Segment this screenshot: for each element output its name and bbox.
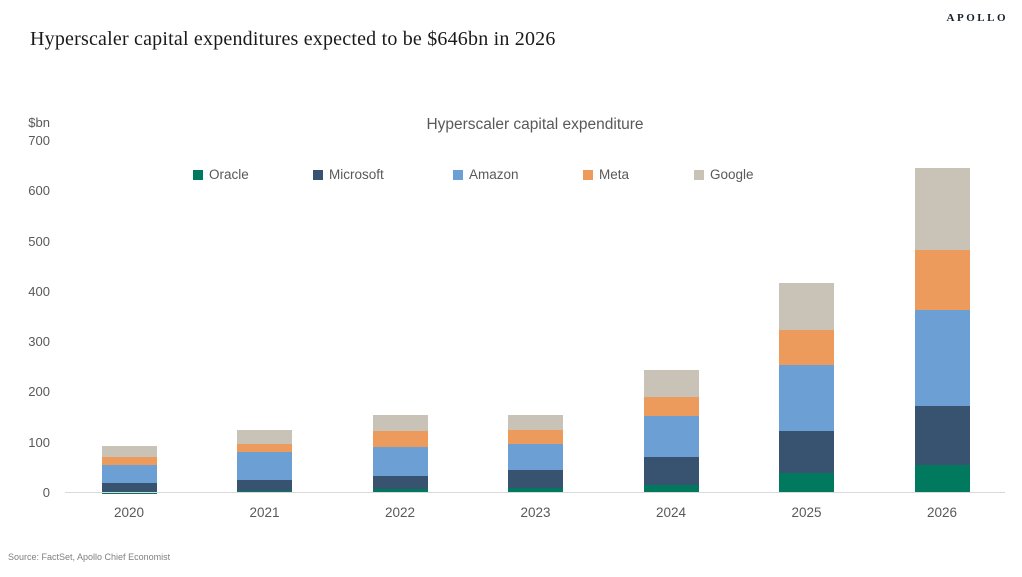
bar-2023 [508, 414, 563, 493]
bar-2026 [914, 168, 970, 493]
bar-segment-2024-microsoft [643, 457, 699, 486]
legend-label: Microsoft [329, 167, 384, 182]
x-axis-label-2026: 2026 [926, 505, 958, 520]
chart-title: Hyperscaler capital expenditure [426, 116, 644, 133]
y-axis-tick-label: 600 [28, 183, 50, 199]
bar-segment-2022-microsoft [372, 475, 428, 489]
y-axis-tick-label: 100 [28, 434, 50, 450]
bar-segment-2026-oracle [914, 464, 970, 493]
legend-swatch-oracle [193, 169, 203, 180]
bar-2022 [372, 415, 428, 493]
bar-segment-2022-meta [372, 431, 428, 448]
y-axis-tick-label: 0 [42, 485, 50, 500]
bar-2021 [237, 429, 292, 493]
legend-swatch-amazon [453, 169, 463, 180]
bar-segment-2025-meta [779, 329, 834, 365]
y-axis-unit-label: $bn [28, 115, 50, 130]
bar-segment-2026-meta [914, 250, 970, 311]
legend-label: Oracle [209, 167, 249, 182]
bar-segment-2025-oracle [779, 472, 834, 493]
x-axis-line [65, 492, 1005, 493]
bar-segment-2024-amazon [643, 416, 699, 458]
legend-label: Meta [599, 167, 630, 182]
source-note: Source: FactSet, Apollo Chief Economist [8, 552, 171, 562]
x-axis-label-2022: 2022 [384, 505, 416, 520]
x-axis-label-2024: 2024 [655, 505, 687, 520]
bar-segment-2020-microsoft [101, 482, 157, 493]
bar-segment-2021-microsoft [237, 479, 292, 491]
bar-2025 [779, 282, 834, 493]
legend-item-amazon: Amazon [453, 167, 519, 182]
y-axis-tick-label: 400 [28, 283, 50, 299]
bar-segment-2023-amazon [508, 444, 563, 471]
bar-segment-2024-meta [643, 397, 699, 417]
x-axis-label-2025: 2025 [791, 505, 822, 520]
bar-segment-2025-google [779, 282, 834, 330]
bar-segment-2026-google [914, 168, 970, 251]
legend-item-oracle: Oracle [193, 167, 249, 182]
bar-segment-2022-amazon [372, 447, 428, 476]
legend-swatch-microsoft [313, 169, 323, 180]
legend-swatch-google [694, 169, 704, 180]
y-axis-tick-label: 200 [28, 384, 50, 400]
y-axis-tick-label: 500 [28, 233, 50, 249]
y-axis-tick-label: 300 [28, 334, 50, 350]
bar-segment-2025-amazon [779, 364, 834, 432]
bar-segment-2024-google [643, 369, 699, 397]
bar-segment-2023-microsoft [508, 470, 563, 489]
legend-item-microsoft: Microsoft [313, 167, 384, 182]
legend-label: Google [710, 167, 754, 182]
bar-segment-2026-microsoft [914, 406, 970, 465]
page-title: Hyperscaler capital expenditures expecte… [30, 28, 556, 50]
bar-segment-2020-google [101, 446, 157, 458]
bar-segment-2020-amazon [101, 465, 157, 483]
bar-segment-2021-google [237, 429, 292, 444]
x-axis-label-2021: 2021 [249, 505, 280, 520]
bar-segment-2020-meta [101, 457, 157, 466]
bar-segment-2021-meta [237, 443, 292, 453]
bar-segment-2023-google [508, 414, 563, 431]
bar-segment-2022-google [372, 415, 428, 432]
bar-segment-2024-oracle [643, 485, 699, 493]
bar-segment-2026-amazon [914, 310, 970, 407]
legend-item-meta: Meta [583, 167, 629, 182]
bar-2024 [643, 369, 699, 493]
bar-segment-2023-meta [508, 430, 563, 445]
legend-item-google: Google [694, 167, 754, 182]
legend-swatch-meta [583, 169, 593, 180]
bar-segment-2021-amazon [237, 452, 292, 480]
bar-segment-2025-microsoft [779, 431, 834, 473]
bar-2020 [101, 446, 157, 493]
x-axis-label-2023: 2023 [520, 505, 551, 520]
bar-segment-2022-oracle [372, 488, 428, 493]
legend-label: Amazon [469, 167, 519, 182]
x-axis-label-2020: 2020 [113, 505, 145, 520]
y-axis-tick-label: 700 [28, 133, 50, 148]
apollo-logo: APOLLO [946, 12, 1008, 24]
bar-segment-2023-oracle [508, 488, 563, 493]
